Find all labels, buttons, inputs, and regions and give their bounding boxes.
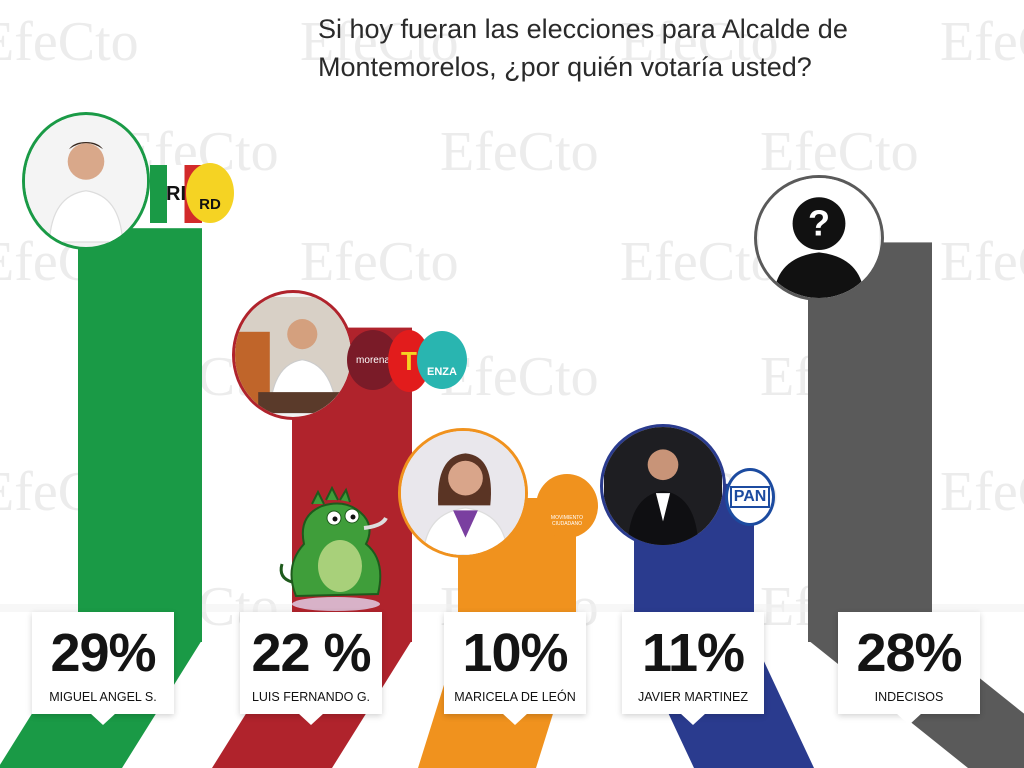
candidate-photo-maricela (398, 428, 528, 558)
value-label: 11% (641, 623, 745, 683)
movimiento-ciudadano-logo: MOVIMIENTO CIUDADANO (536, 474, 598, 538)
bar-0 (78, 228, 202, 642)
category-label: MIGUEL ANGEL S. (49, 690, 157, 704)
pan-logo: PAN (725, 468, 775, 526)
value-card-maricela: 10% MARICELA DE LEÓN (444, 612, 586, 725)
chart-title: Si hoy fueran las elecciones para Alcald… (318, 14, 848, 82)
category-label: INDECISOS (874, 690, 944, 704)
svg-text:?: ? (808, 203, 830, 244)
card-pointer (90, 713, 116, 725)
pri-logo-text: RI (166, 182, 186, 205)
category-label: MARICELA DE LEÓN (454, 690, 576, 704)
morena-logo-text: morena (356, 354, 390, 366)
value-label: 22 % (251, 623, 371, 683)
nueva-alianza-logo-text: ENZA (427, 366, 457, 378)
value-label: 10% (462, 623, 568, 683)
card-pointer (502, 713, 528, 725)
candidate-photo-javier (600, 424, 726, 548)
card-pointer (680, 713, 706, 725)
pt-logo-text: T (401, 345, 417, 376)
prd-logo: RD (186, 163, 234, 223)
value-label: 29% (50, 623, 156, 683)
bar-4 (808, 242, 932, 642)
value-label: 28% (856, 623, 962, 683)
undecided-silhouette: ? (754, 175, 884, 301)
value-card-indecisos: 28% INDECISOS (838, 612, 980, 725)
candidate-photo-luis (232, 290, 354, 420)
card-pointer (896, 713, 922, 725)
dragon-mascot (279, 486, 388, 611)
category-label: JAVIER MARTINEZ (638, 690, 748, 704)
card-pointer (298, 713, 324, 725)
movimiento-ciudadano-logo-text: MOVIMIENTO CIUDADANO (550, 515, 584, 527)
nueva-alianza-logo: ENZA (417, 331, 467, 389)
value-card-luis: 22 % LUIS FERNANDO G. (240, 612, 382, 725)
prd-logo-text: RD (199, 195, 221, 213)
category-label: LUIS FERNANDO G. (251, 690, 371, 704)
pan-logo-text: PAN (729, 486, 771, 508)
candidate-photo-miguel (22, 112, 150, 250)
value-card-javier: 11% JAVIER MARTINEZ (622, 612, 764, 725)
value-card-miguel: 29% MIGUEL ANGEL S. (32, 612, 174, 725)
